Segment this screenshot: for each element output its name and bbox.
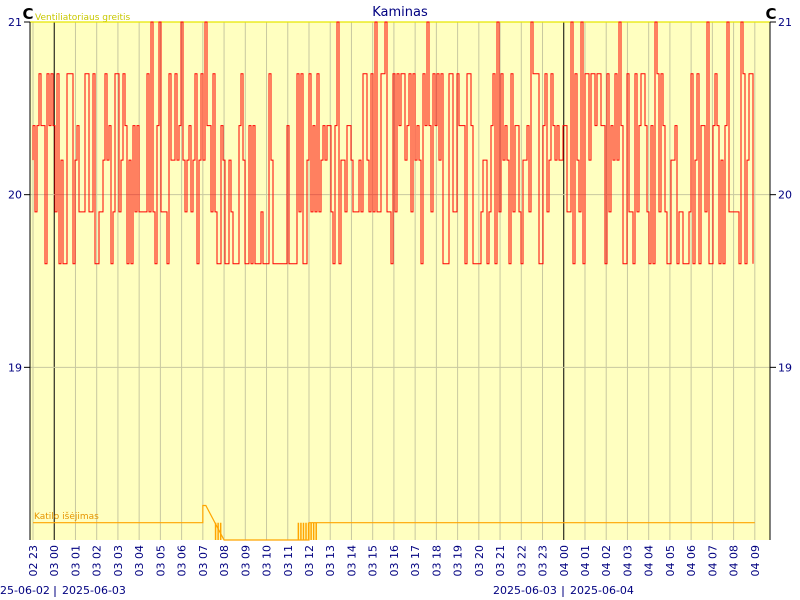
x-tick-label: 04 09 xyxy=(749,545,762,577)
x-tick-label: 04 07 xyxy=(706,545,719,577)
axes: 02 23 03 00 03 01 03 02 03 03 03 04 03 05 03 06… xyxy=(0,16,792,597)
x-tick-label: 03 15 xyxy=(367,545,380,577)
x-tick-label: 03 05 xyxy=(154,545,167,577)
y-tick-label-left: 19 xyxy=(8,361,22,374)
legend-series-fan: Ventiliatoriaus greitis xyxy=(35,13,131,23)
date-label: 2025-06-04 xyxy=(570,584,634,597)
x-tick-label: 02 23 xyxy=(27,545,40,577)
x-tick-label: 03 12 xyxy=(303,545,316,577)
x-tick-label: 03 09 xyxy=(239,545,252,577)
left-unit-label: C xyxy=(22,5,33,23)
date-label: 25-06-02 xyxy=(0,584,50,597)
x-tick-label: 03 16 xyxy=(388,545,401,577)
x-tick-label: 03 17 xyxy=(409,545,422,577)
x-tick-label: 04 05 xyxy=(664,545,677,577)
date-label: 2025-06-03 xyxy=(62,584,126,597)
x-tick-label: 03 19 xyxy=(452,545,465,577)
x-tick-label: 03 22 xyxy=(515,545,528,577)
x-tick-label: 04 03 xyxy=(621,545,634,577)
x-tick-label: 03 06 xyxy=(176,545,189,577)
x-tick-label: 03 20 xyxy=(473,545,486,577)
x-tick-label: 03 07 xyxy=(197,545,210,577)
y-tick-label-left: 20 xyxy=(8,189,22,202)
y-tick-label-right: 20 xyxy=(778,189,792,202)
series-boiler-line xyxy=(33,504,755,541)
x-tick-label: 03 10 xyxy=(261,545,274,577)
y-tick-label-left: 21 xyxy=(8,16,22,29)
x-tick-label: 03 08 xyxy=(218,545,231,577)
series-marks xyxy=(30,21,770,541)
x-tick-label: 04 04 xyxy=(643,545,656,577)
x-tick-label: 04 00 xyxy=(558,545,571,577)
x-tick-label: 03 01 xyxy=(69,545,82,577)
x-tick-label: 04 08 xyxy=(728,545,741,577)
y-tick-label-right: 19 xyxy=(778,361,792,374)
legend-series-boiler: Katilo išėjimas xyxy=(34,511,99,522)
x-tick-label: 03 18 xyxy=(430,545,443,577)
series-temperature-line xyxy=(32,21,754,265)
y-tick-label-right: 21 xyxy=(778,16,792,29)
x-tick-label: 03 04 xyxy=(133,545,146,577)
x-tick-label: 04 06 xyxy=(685,545,698,577)
x-tick-label: 04 02 xyxy=(600,545,613,577)
chart-title: Kaminas xyxy=(372,5,428,20)
x-tick-label: 03 13 xyxy=(324,545,337,577)
x-tick-label: 03 14 xyxy=(345,545,358,577)
right-unit-label: C xyxy=(765,5,776,23)
x-tick-label: 03 03 xyxy=(112,545,125,577)
x-tick-label: 03 00 xyxy=(48,545,61,577)
date-label: 2025-06-03 xyxy=(493,584,557,597)
x-tick-label: 03 02 xyxy=(91,545,104,577)
x-tick-label: 03 23 xyxy=(537,545,550,577)
x-tick-label: 03 11 xyxy=(282,545,295,577)
x-tick-label: 03 21 xyxy=(494,545,507,577)
x-tick-label: 04 01 xyxy=(579,545,592,577)
